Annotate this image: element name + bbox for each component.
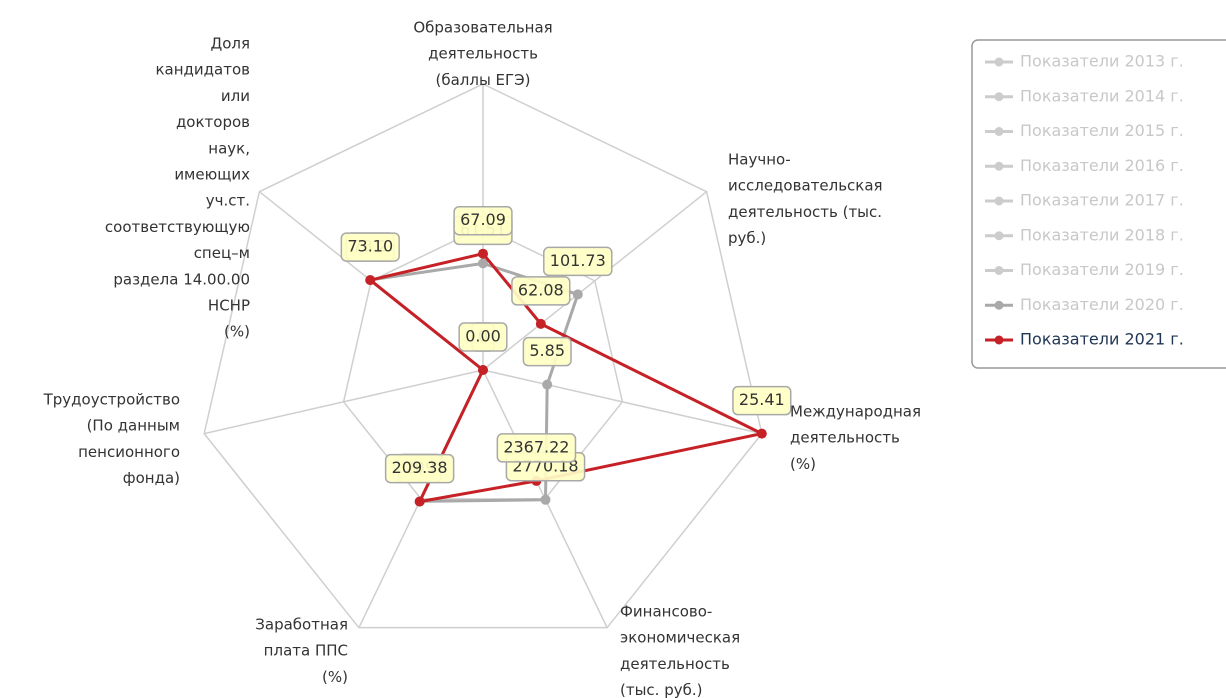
axis-line: [482, 369, 762, 435]
axis-label: Международная: [790, 403, 921, 421]
axis-label: пенсионного: [78, 443, 180, 461]
legend-marker: [994, 161, 1004, 171]
data-label: 209.38: [384, 453, 455, 484]
axis-label: экономическая: [620, 629, 740, 647]
legend-label: Показатели 2017 г.: [1020, 191, 1184, 210]
axis-label: деятельность (тыс.: [728, 203, 882, 221]
axis-label: Доля: [210, 35, 250, 53]
legend-label: Показатели 2015 г.: [1020, 121, 1184, 140]
axis-label: Образовательная: [413, 19, 552, 37]
axis-label: (баллы ЕГЭ): [435, 71, 530, 89]
axis-label: Заработная: [255, 616, 348, 634]
data-label-text: 25.41: [739, 390, 785, 409]
axis-label: наук,: [208, 139, 250, 157]
axis-label: или: [221, 87, 250, 105]
legend-box: [971, 39, 1226, 369]
legend-label: Показатели 2013 г.: [1020, 52, 1184, 71]
axis-label: деятельность: [790, 429, 900, 447]
legend-label: Показатели 2021 г.: [1020, 330, 1184, 349]
legend-marker: [994, 57, 1004, 67]
data-point: [478, 258, 488, 269]
data-label-text: 62.08: [518, 280, 564, 299]
data-label: 2367.22: [496, 433, 577, 463]
axis-label: деятельность: [428, 45, 538, 63]
legend-marker: [994, 300, 1004, 310]
data-point: [535, 318, 546, 329]
axis-label: Научно-: [728, 151, 791, 169]
data-point: [756, 428, 767, 439]
data-label-text: 67.09: [460, 210, 506, 229]
axis-label: руб.): [728, 229, 766, 247]
data-label-box: [543, 246, 613, 277]
data-label-text: 101.73: [550, 251, 606, 270]
axis-label: уч.ст.: [206, 192, 250, 210]
data-label-text: 5.85: [529, 341, 565, 360]
data-point: [542, 379, 553, 390]
legend-label: Показатели 2016 г.: [1020, 156, 1184, 175]
legend-marker: [994, 231, 1004, 241]
axis-label: фонда): [123, 469, 180, 487]
axis-line: [204, 369, 484, 435]
axis-label: (%): [224, 323, 250, 341]
series-line: [366, 252, 767, 504]
axis-label: кандидатов: [156, 61, 251, 79]
data-point: [478, 365, 488, 375]
grid-ring: [342, 226, 624, 500]
axis-label: имеющих: [174, 166, 250, 184]
legend-marker: [994, 127, 1004, 136]
axis-label: раздела 14.00.00: [113, 270, 250, 288]
axis-label: докторов: [176, 113, 250, 131]
legend-marker: [994, 92, 1004, 102]
data-label-text: 2367.22: [503, 437, 569, 456]
axis-label: (По данным: [87, 417, 180, 435]
data-point: [478, 248, 488, 259]
data-label-box: [384, 453, 455, 484]
axis-line: [482, 191, 708, 371]
legend-label: Показатели 2014 г.: [1020, 86, 1184, 105]
data-point: [365, 275, 376, 286]
axis-label: Трудоустройство: [43, 391, 180, 409]
data-label-text: 0.00: [465, 327, 501, 346]
axis-label: (%): [790, 455, 816, 473]
data-label-box: [458, 322, 508, 352]
legend-label: Показатели 2018 г.: [1020, 225, 1184, 244]
data-label-text: 209.38: [392, 458, 448, 477]
data-label-box: [522, 336, 572, 367]
data-point: [540, 494, 551, 505]
data-label-box: [496, 433, 577, 463]
grid-ring: [203, 83, 763, 629]
legend-label: Показатели 2020 г.: [1020, 295, 1184, 314]
axis-label: плата ППС: [264, 642, 348, 660]
legend-label: Показатели 2019 г.: [1020, 260, 1184, 279]
axis-label: спец–м: [194, 244, 250, 262]
data-label-box: [511, 276, 571, 306]
data-point: [414, 496, 425, 507]
axis-label: исследовательская: [728, 177, 883, 195]
data-label: 62.08: [511, 276, 571, 306]
data-label: 101.73: [543, 246, 613, 277]
axis-label: (тыс. руб.): [620, 681, 703, 698]
data-label-box: [340, 232, 400, 262]
data-label-box: [732, 385, 792, 416]
data-label-text: 73.10: [347, 237, 393, 256]
axis-label: (%): [322, 668, 348, 686]
axis-label: деятельность: [620, 655, 730, 673]
legend-marker: [994, 266, 1004, 275]
data-label-box: [453, 205, 513, 236]
legend-marker: [994, 196, 1004, 206]
data-point: [572, 289, 583, 300]
data-label: 73.10: [340, 232, 400, 262]
legend-marker: [994, 335, 1004, 345]
axis-label: соответствующую: [105, 218, 250, 236]
data-label: 25.41: [732, 385, 792, 416]
data-label: 5.85: [522, 336, 572, 367]
data-label: 67.09: [453, 205, 513, 236]
data-label: 0.00: [458, 322, 508, 352]
axis-label: НСНР: [208, 297, 250, 315]
axis-label: Финансово-: [620, 603, 712, 621]
